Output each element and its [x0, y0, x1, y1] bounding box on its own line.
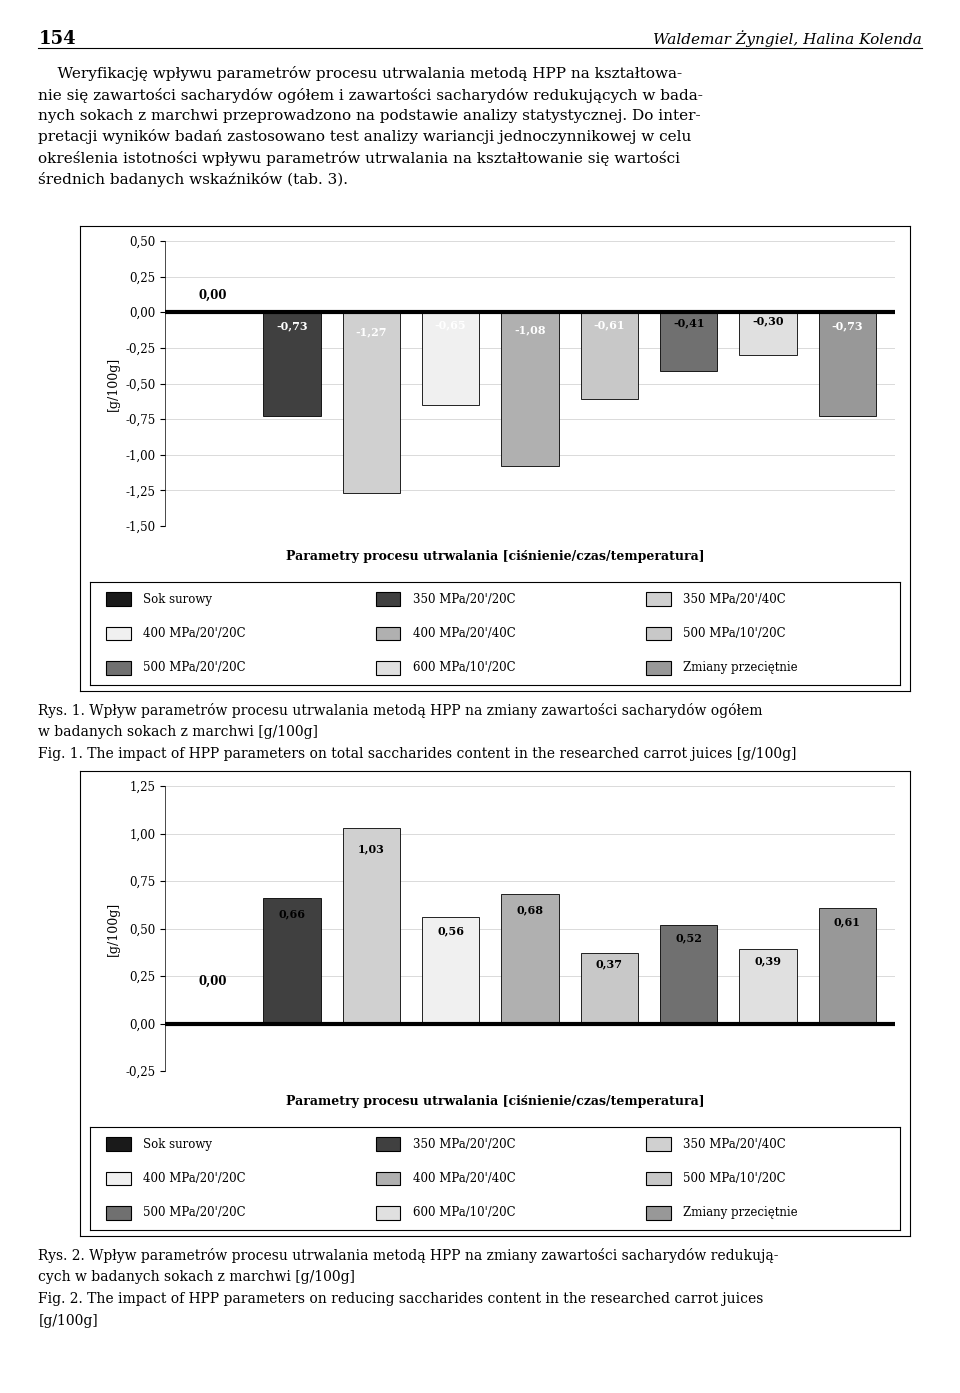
Bar [376, 662, 400, 674]
Bar [660, 925, 717, 1024]
Text: w badanych sokach z marchwi [g/100g]: w badanych sokach z marchwi [g/100g] [38, 724, 319, 740]
Bar [739, 950, 797, 1024]
Text: 0,00: 0,00 [199, 975, 227, 988]
Text: 0,37: 0,37 [596, 958, 623, 970]
Text: 0,00: 0,00 [199, 288, 227, 301]
Text: 350 MPa/20'/20C: 350 MPa/20'/20C [413, 1138, 516, 1151]
Bar [581, 312, 637, 400]
Bar [501, 312, 559, 467]
Text: Sok surowy: Sok surowy [143, 1138, 211, 1151]
Text: 0,52: 0,52 [675, 932, 702, 943]
Bar [107, 592, 131, 606]
Bar [501, 894, 559, 1024]
Text: 600 MPa/10'/20C: 600 MPa/10'/20C [413, 662, 516, 674]
Text: 400 MPa/20'/20C: 400 MPa/20'/20C [143, 1172, 245, 1185]
Text: Rys. 2. Wpływ parametrów procesu utrwalania metodą HPP na zmiany zawartości sach: Rys. 2. Wpływ parametrów procesu utrwala… [38, 1248, 779, 1263]
Text: Waldemar Żyngiel, Halina Kolenda: Waldemar Żyngiel, Halina Kolenda [653, 31, 922, 47]
Bar [646, 592, 670, 606]
Text: -0,30: -0,30 [753, 316, 783, 327]
Bar [646, 1138, 670, 1151]
Bar [343, 827, 400, 1024]
Text: 400 MPa/20'/40C: 400 MPa/20'/40C [413, 627, 516, 639]
Text: -1,08: -1,08 [515, 325, 545, 336]
Text: Parametry procesu utrwalania [ciśnienie/czas/temperatura]: Parametry procesu utrwalania [ciśnienie/… [286, 1095, 705, 1107]
Text: 0,61: 0,61 [834, 917, 861, 928]
Bar [422, 312, 479, 405]
Bar [263, 312, 321, 417]
Text: 154: 154 [38, 31, 76, 47]
Bar [646, 627, 670, 641]
Text: [g/100g]: [g/100g] [38, 1314, 98, 1328]
Bar [422, 917, 479, 1024]
Text: -0,73: -0,73 [831, 320, 863, 332]
Bar [646, 662, 670, 674]
Bar [107, 1206, 131, 1219]
Bar [107, 627, 131, 641]
Text: -0,65: -0,65 [435, 319, 467, 330]
Bar [376, 1172, 400, 1185]
Text: Weryfikację wpływu parametrów procesu utrwalania metodą HPP na kształtowa-
nie s: Weryfikację wpływu parametrów procesu ut… [38, 65, 704, 188]
Text: Fig. 1. The impact of HPP parameters on total saccharides content in the researc: Fig. 1. The impact of HPP parameters on … [38, 747, 797, 761]
Bar [646, 1172, 670, 1185]
Text: 350 MPa/20'/20C: 350 MPa/20'/20C [413, 592, 516, 606]
Text: Fig. 2. The impact of HPP parameters on reducing saccharides content in the rese: Fig. 2. The impact of HPP parameters on … [38, 1291, 764, 1307]
Text: Zmiany przeciętnie: Zmiany przeciętnie [683, 662, 797, 674]
Bar [660, 312, 717, 371]
Text: Zmiany przeciętnie: Zmiany przeciętnie [683, 1206, 797, 1219]
Bar [107, 1138, 131, 1151]
Text: -1,27: -1,27 [355, 327, 387, 337]
Text: 400 MPa/20'/40C: 400 MPa/20'/40C [413, 1172, 516, 1185]
Text: Parametry procesu utrwalania [ciśnienie/czas/temperatura]: Parametry procesu utrwalania [ciśnienie/… [286, 549, 705, 563]
Text: 350 MPa/20'/40C: 350 MPa/20'/40C [683, 1138, 785, 1151]
Bar [107, 662, 131, 674]
Bar [376, 627, 400, 641]
Bar [739, 312, 797, 355]
Bar [376, 1138, 400, 1151]
Bar [107, 1172, 131, 1185]
Text: 0,66: 0,66 [278, 908, 305, 919]
Bar [343, 312, 400, 493]
Bar [376, 1206, 400, 1219]
Bar [819, 908, 876, 1024]
Y-axis label: [g/100g]: [g/100g] [107, 901, 120, 956]
Text: 500 MPa/10'/20C: 500 MPa/10'/20C [683, 627, 785, 639]
Text: 0,68: 0,68 [516, 904, 543, 915]
Y-axis label: [g/100g]: [g/100g] [107, 357, 119, 411]
Bar [646, 1206, 670, 1219]
Text: 500 MPa/20'/20C: 500 MPa/20'/20C [143, 662, 245, 674]
Text: 0,39: 0,39 [755, 956, 781, 967]
Text: 400 MPa/20'/20C: 400 MPa/20'/20C [143, 627, 245, 639]
Text: cych w badanych sokach z marchwi [g/100g]: cych w badanych sokach z marchwi [g/100g… [38, 1270, 355, 1284]
Bar [819, 312, 876, 417]
Text: Sok surowy: Sok surowy [143, 592, 211, 606]
Text: -0,41: -0,41 [673, 318, 705, 327]
Text: 0,56: 0,56 [437, 925, 464, 936]
Text: -0,61: -0,61 [593, 319, 625, 330]
Text: 350 MPa/20'/40C: 350 MPa/20'/40C [683, 592, 785, 606]
Text: 500 MPa/10'/20C: 500 MPa/10'/20C [683, 1172, 785, 1185]
Text: 600 MPa/10'/20C: 600 MPa/10'/20C [413, 1206, 516, 1219]
Bar [376, 592, 400, 606]
Bar [581, 953, 637, 1024]
Text: 500 MPa/20'/20C: 500 MPa/20'/20C [143, 1206, 245, 1219]
Bar [263, 898, 321, 1024]
Text: -0,73: -0,73 [276, 320, 308, 332]
Text: Rys. 1. Wpływ parametrów procesu utrwalania metodą HPP na zmiany zawartości sach: Rys. 1. Wpływ parametrów procesu utrwala… [38, 703, 763, 717]
Text: 1,03: 1,03 [358, 843, 385, 854]
